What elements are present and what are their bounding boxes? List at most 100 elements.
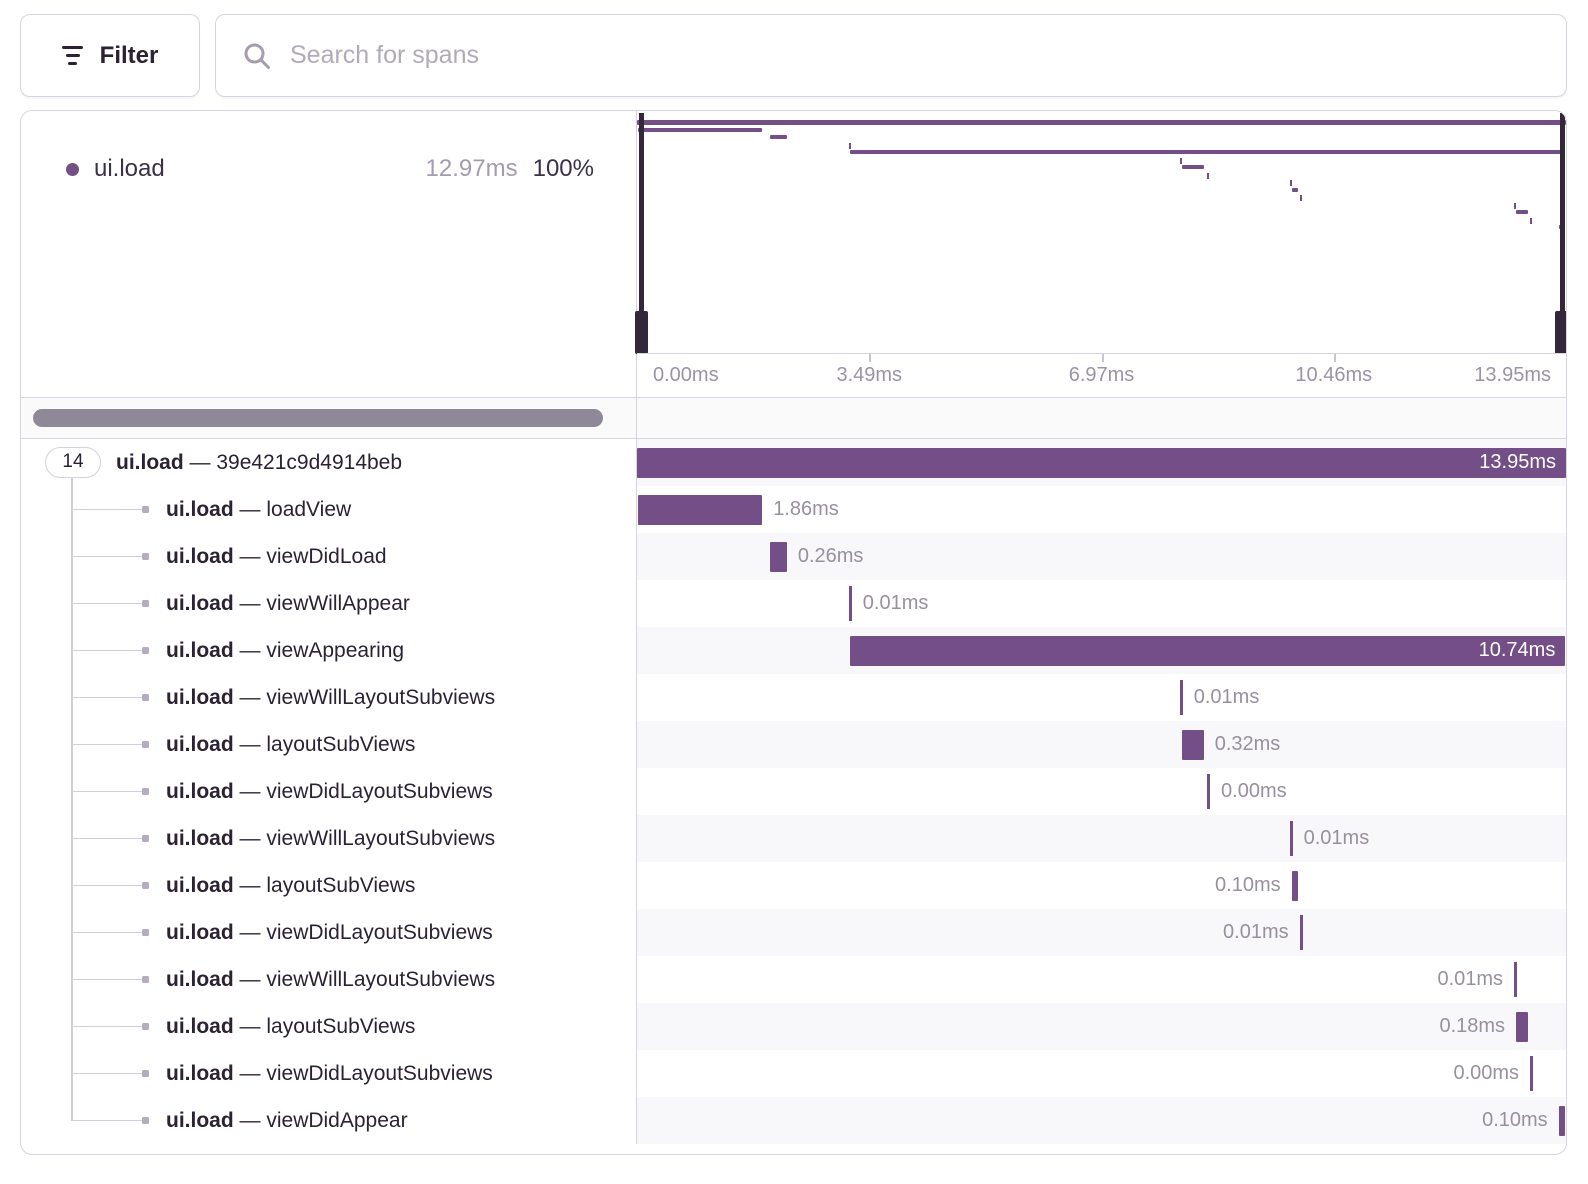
span-waterfall-row[interactable]: 1.86ms (637, 486, 1566, 533)
span-bar[interactable] (1291, 870, 1299, 901)
minimap-handle-right-line (1560, 113, 1565, 313)
span-bar[interactable] (769, 541, 787, 572)
tree-connector-dot (142, 741, 149, 748)
span-duration-label: 0.32ms (1214, 733, 1281, 755)
span-label: ui.load — viewDidLayoutSubviews (166, 909, 493, 956)
span-op: ui.load (166, 733, 234, 756)
span-waterfall-row[interactable]: 0.01ms (637, 815, 1566, 862)
span-label: ui.load — viewAppearing (166, 627, 404, 674)
minimap-span (637, 120, 1566, 125)
span-waterfall-row[interactable]: 0.10ms (637, 1097, 1566, 1144)
horizontal-scrollbar[interactable] (21, 397, 1566, 439)
span-waterfall-row[interactable]: 0.32ms (637, 721, 1566, 768)
span-description: loadView (266, 498, 352, 521)
span-separator: — (233, 827, 267, 850)
span-bar[interactable] (1179, 680, 1183, 715)
span-duration-label: 0.10ms (1482, 1109, 1548, 1131)
expand-children-badge[interactable]: 14 (45, 447, 101, 478)
span-separator: — (233, 639, 267, 662)
span-description: viewWillLayoutSubviews (266, 968, 496, 991)
span-tree-row[interactable]: ui.load — layoutSubViews (21, 721, 636, 768)
tree-connector (71, 884, 143, 886)
span-tree-row[interactable]: ui.load — viewDidLoad (21, 533, 636, 580)
minimap-span (1516, 210, 1529, 214)
span-waterfall-row[interactable]: 0.26ms (637, 533, 1566, 580)
filter-button[interactable]: Filter (20, 14, 200, 97)
span-duration-label: 0.00ms (1453, 1062, 1520, 1084)
axis-tick-mark (1101, 354, 1104, 362)
span-waterfall-row[interactable]: 0.01ms (637, 674, 1566, 721)
span-tree-row[interactable]: ui.load — viewWillLayoutSubviews (21, 956, 636, 1003)
span-description: viewDidLayoutSubviews (266, 921, 493, 944)
span-tree-row[interactable]: ui.load — loadView (21, 486, 636, 533)
tree-connector-vertical (71, 478, 73, 1121)
span-tree-row[interactable]: ui.load — viewDidAppear (21, 1097, 636, 1144)
span-op: ui.load (166, 1015, 234, 1038)
span-rows-band: 14 ui.load — 39e421c9d4914beb ui.load — lo… (21, 439, 1566, 1144)
span-bar[interactable] (1516, 1011, 1529, 1042)
trace-op-dot (66, 162, 79, 176)
span-waterfall-row[interactable]: 0.01ms (637, 909, 1566, 956)
span-description: layoutSubViews (266, 874, 416, 897)
span-tree-row[interactable]: ui.load — viewWillAppear (21, 580, 636, 627)
span-label: ui.load — layoutSubViews (166, 1003, 415, 1050)
span-label: ui.load — layoutSubViews (166, 862, 415, 909)
span-tree-row[interactable]: ui.load — viewWillLayoutSubviews (21, 815, 636, 862)
span-bar[interactable] (638, 494, 763, 525)
span-label: ui.load — viewWillLayoutSubviews (166, 674, 495, 721)
span-label: ui.load — viewDidLayoutSubviews (166, 1050, 493, 1097)
span-waterfall-row[interactable]: 0.00ms (637, 768, 1566, 815)
span-bar[interactable] (848, 586, 852, 621)
filter-button-label: Filter (99, 41, 159, 69)
minimap-handle-right[interactable] (1555, 311, 1566, 354)
span-bar[interactable] (850, 635, 1566, 666)
minimap-handle-left[interactable] (635, 311, 648, 354)
minimap-pane: 0.00ms 3.49ms 6.97ms 10.46ms 13.95ms (635, 111, 1566, 397)
span-tree-row[interactable]: 14 ui.load — 39e421c9d4914beb (21, 439, 636, 486)
span-separator: — (233, 874, 267, 897)
span-waterfall-row[interactable]: 13.95ms (637, 439, 1566, 486)
search-bar[interactable] (215, 14, 1567, 97)
span-waterfall-row[interactable]: 0.01ms (637, 580, 1566, 627)
tree-connector (71, 931, 143, 933)
span-tree-row[interactable]: ui.load — viewDidLayoutSubviews (21, 768, 636, 815)
span-waterfall-row[interactable]: 0.01ms (637, 956, 1566, 1003)
span-waterfall-row[interactable]: 10.74ms (637, 627, 1566, 674)
minimap-span (1514, 202, 1517, 209)
span-tree-column: 14 ui.load — 39e421c9d4914beb ui.load — lo… (21, 439, 636, 1144)
span-op: ui.load (166, 686, 234, 709)
search-input[interactable] (290, 41, 1540, 70)
span-op: ui.load (166, 498, 234, 521)
span-bar[interactable] (1289, 821, 1293, 856)
span-tree-row[interactable]: ui.load — layoutSubViews (21, 1003, 636, 1050)
minimap-span (638, 127, 763, 132)
span-waterfall-row[interactable]: 0.10ms (637, 862, 1566, 909)
span-tree-row[interactable]: ui.load — viewDidLayoutSubviews (21, 1050, 636, 1097)
span-description: viewDidLayoutSubviews (266, 1062, 493, 1085)
span-bar[interactable] (1514, 962, 1518, 997)
trace-summary-row[interactable]: ui.load 12.97ms 100% (21, 155, 636, 183)
span-op: ui.load (116, 451, 184, 474)
axis-tick-label: 10.46ms (1295, 364, 1373, 386)
tree-connector (71, 790, 143, 792)
span-bar[interactable] (1207, 774, 1211, 809)
tree-connector-dot (142, 506, 149, 513)
span-tree-row[interactable]: ui.load — viewAppearing (21, 627, 636, 674)
minimap[interactable] (637, 111, 1566, 353)
span-bar[interactable] (637, 447, 1566, 478)
span-bar[interactable] (1530, 1056, 1534, 1091)
span-separator: — (233, 498, 267, 521)
scrollbar-thumb[interactable] (33, 409, 603, 427)
span-bar[interactable] (1182, 729, 1204, 760)
span-waterfall-row[interactable]: 0.00ms (637, 1050, 1566, 1097)
span-tree-row[interactable]: ui.load — viewDidLayoutSubviews (21, 909, 636, 956)
span-tree-row[interactable]: ui.load — layoutSubViews (21, 862, 636, 909)
span-description: viewDidLoad (266, 545, 387, 568)
span-waterfall-row[interactable]: 0.18ms (637, 1003, 1566, 1050)
trace-panel: ui.load 12.97ms 100% 0.00ms 3.49ms 6.97m… (20, 110, 1567, 1155)
span-tree-row[interactable]: ui.load — viewWillLayoutSubviews (21, 674, 636, 721)
span-duration-label: 0.18ms (1439, 1015, 1506, 1037)
span-separator: — (233, 921, 267, 944)
span-bar[interactable] (1558, 1105, 1566, 1136)
span-bar[interactable] (1299, 915, 1303, 950)
